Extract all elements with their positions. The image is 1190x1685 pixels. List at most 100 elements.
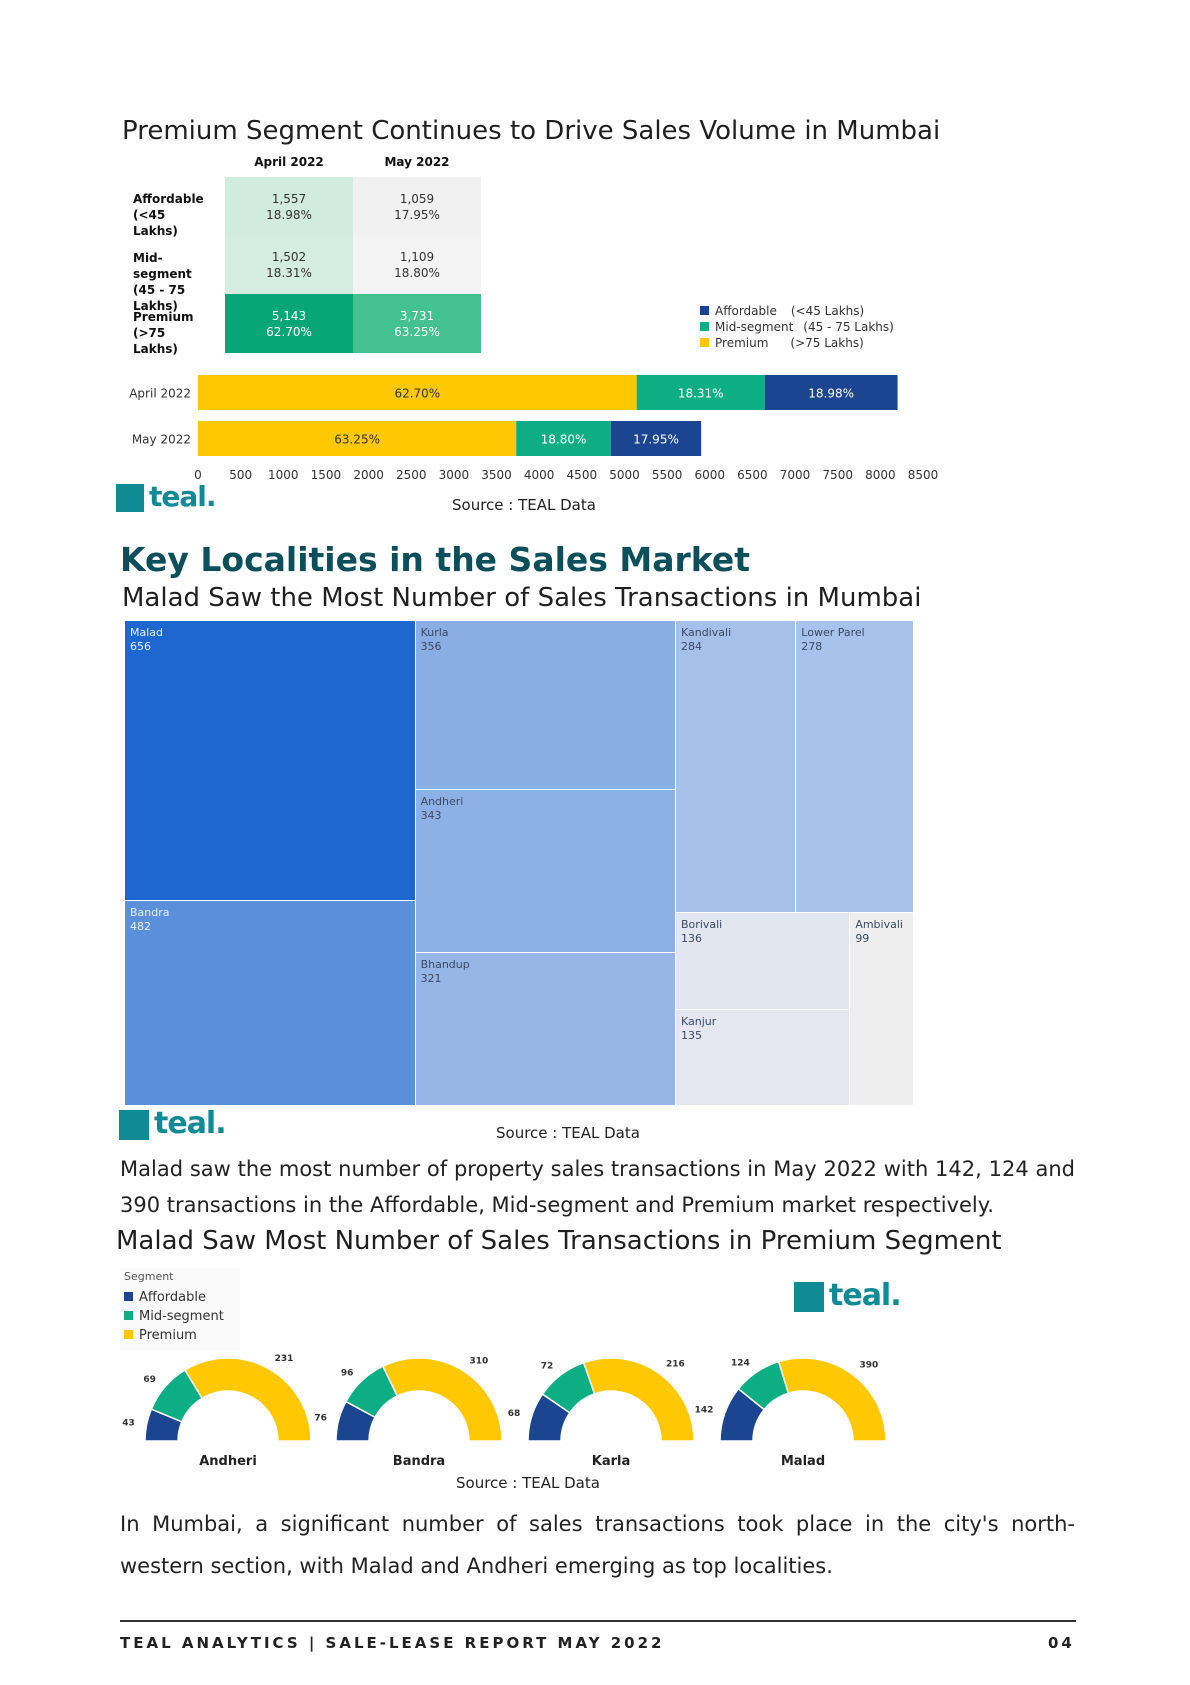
legend-range: (45 - 75 Lakhs) <box>803 320 894 334</box>
treemap-label-value: 356 <box>420 640 442 653</box>
x-tick-label: 5000 <box>609 468 640 482</box>
x-tick-label: 2500 <box>396 468 427 482</box>
treemap-label-value: 136 <box>681 932 703 946</box>
treemap-label: Bandra 482 <box>130 906 170 934</box>
x-tick-label: 0 <box>194 468 202 482</box>
donut-slice-premium <box>777 1357 887 1442</box>
treemap-label-value: 284 <box>681 640 703 653</box>
treemap-cell-bhandup: Bhandup 321 <box>415 953 676 1106</box>
donut-legend-midsegment: Mid-segment <box>124 1309 224 1324</box>
x-tick-label: 6500 <box>737 468 768 482</box>
legend-label: Affordable <box>139 1290 206 1305</box>
table-cell: 1,557 18.98% <box>225 177 353 235</box>
table-cell: 3,731 63.25% <box>353 294 481 353</box>
x-tick-label: 7000 <box>780 468 811 482</box>
donut-value-label: 231 <box>275 1354 294 1364</box>
treemap-cell-bandra: Bandra 482 <box>125 900 416 1106</box>
donut-locality-label: Karla <box>592 1454 631 1469</box>
donut-legend-affordable: Affordable <box>124 1290 206 1305</box>
treemap-chart: Malad 656 Bandra 482 Kurla 356 Andheri 343 Bhand… <box>125 621 914 1106</box>
x-tick-label: 6000 <box>694 468 725 482</box>
treemap-label-value: 278 <box>801 640 823 653</box>
donut-value-label: 69 <box>143 1375 156 1385</box>
chart1-source: Source : TEAL Data <box>452 496 596 514</box>
bar-category-label: May 2022 <box>132 433 191 447</box>
logo-square <box>119 1110 149 1140</box>
treemap-cell-kurla: Kurla 356 <box>415 621 676 791</box>
donut-legend-premium: Premium <box>124 1328 197 1343</box>
donut-locality-label: Bandra <box>393 1454 445 1469</box>
donut-source: Source : TEAL Data <box>456 1474 600 1492</box>
table-cell: 5,143 62.70% <box>225 294 353 353</box>
teal-logo: teal. <box>794 1278 909 1314</box>
donut-legend: Segment Affordable Mid-segment Premium <box>120 1268 240 1350</box>
treemap-label: Andheri 343 <box>421 795 464 823</box>
chart1-title: Premium Segment Continues to Drive Sales… <box>122 116 941 146</box>
treemap-paragraph: Malad saw the most number of property sa… <box>120 1157 1075 1217</box>
x-tick-label: 4000 <box>524 468 555 482</box>
legend-swatch <box>700 338 709 347</box>
bar-segment-affordable <box>610 421 702 456</box>
legend-swatch <box>124 1330 133 1339</box>
treemap-label-value: 99 <box>855 932 870 946</box>
treemap-label-name: Kurla <box>420 626 449 639</box>
legend-premium: Premium (>75 Lakhs) <box>700 336 864 350</box>
section-heading: Key Localities in the Sales Market <box>120 540 751 579</box>
bar-segment-premium <box>198 375 637 410</box>
bar-data-label: 17.95% <box>633 433 679 447</box>
cell-count: 1,502 <box>271 250 307 264</box>
donut-slice-premium <box>582 1357 695 1442</box>
donut-legend-title: Segment <box>124 1270 174 1283</box>
donut-value-label: 142 <box>695 1405 714 1415</box>
legend-range: (>75 Lakhs) <box>790 336 864 350</box>
cell-pct: 17.95% <box>394 208 440 222</box>
cell-count: 3,731 <box>399 309 435 323</box>
x-tick-label: 500 <box>229 468 252 482</box>
donut-value-label: 310 <box>470 1357 489 1367</box>
x-tick-label: 7500 <box>822 468 853 482</box>
bar-data-label: 18.31% <box>678 387 724 401</box>
legend-midsegment: Mid-segment (45 - 75 Lakhs) <box>700 320 894 334</box>
donut-value-label: 124 <box>731 1358 750 1368</box>
table-col-april: April 2022 <box>254 155 324 169</box>
footer-page-number: 04 <box>1048 1634 1075 1652</box>
row-label-line: Mid-segment <box>133 251 192 281</box>
treemap-label: Kanjur 135 <box>681 1015 716 1043</box>
cell-pct: 63.25% <box>394 325 440 339</box>
treemap-label: Ambivali 99 <box>855 918 903 946</box>
treemap-cell-ambivali: Ambivali 99 <box>850 913 914 1106</box>
cell-pct: 18.31% <box>266 266 312 280</box>
treemap-label-value: 343 <box>420 809 442 823</box>
x-tick-label: 5500 <box>652 468 683 482</box>
legend-label: Premium <box>715 336 769 350</box>
cell-count: 1,059 <box>399 192 435 206</box>
donut-value-label: 96 <box>341 1368 354 1378</box>
row-label-line: Premium <box>133 310 194 324</box>
donut-value-label: 216 <box>666 1360 685 1370</box>
legend-range: (<45 Lakhs) <box>790 304 865 318</box>
x-tick-label: 1000 <box>268 468 299 482</box>
treemap-cell-lower-parel: Lower Parel 278 <box>796 621 914 914</box>
treemap-label-name: Bandra <box>130 905 170 919</box>
x-tick-label: 8500 <box>908 468 939 482</box>
treemap-label-value: 135 <box>681 1029 703 1043</box>
bar-data-label: 63.25% <box>334 433 380 447</box>
treemap-label-name: Ambivali <box>855 918 903 932</box>
donut-slice-premium <box>381 1357 503 1442</box>
donut-locality-label: Malad <box>781 1454 825 1469</box>
donut-value-label: 76 <box>314 1414 327 1424</box>
cell-count: 1,557 <box>271 192 307 206</box>
logo-text: teal. <box>154 1106 227 1141</box>
logo-square <box>794 1282 824 1312</box>
treemap-label-name: Kandivali <box>681 626 732 639</box>
bar-data-label: 18.80% <box>541 433 587 447</box>
treemap-label: Kurla 356 <box>421 626 449 654</box>
legend-swatch <box>700 322 709 331</box>
donut-value-label: 43 <box>122 1418 135 1428</box>
treemap-label: Borivali 136 <box>681 918 722 946</box>
row-label-line: Affordable <box>133 192 204 206</box>
bar-segment-affordable <box>764 375 898 410</box>
donut-locality-label: Andheri <box>199 1454 257 1469</box>
x-tick-label: 3000 <box>439 468 470 482</box>
